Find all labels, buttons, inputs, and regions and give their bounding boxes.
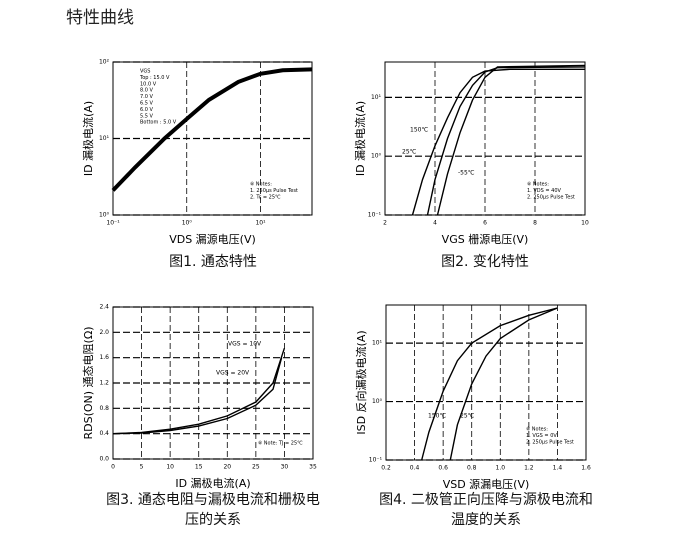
curve-label: VGS = 20V (216, 370, 250, 377)
y-tick-label: 10⁰ (371, 153, 382, 160)
y-tick-label: 0.0 (99, 456, 109, 463)
y-tick-label: 10¹ (371, 94, 382, 101)
annotation: 1. VDS = 40V (527, 188, 562, 194)
x-tick-label: 1.2 (524, 465, 534, 472)
x-tick-label: 8 (533, 220, 537, 227)
x-tick-label: 10¹ (255, 220, 266, 227)
annotation: 6.0 V (140, 107, 154, 113)
x-tick-label: 35 (309, 464, 317, 471)
x-tick-label: 10⁻¹ (106, 220, 120, 227)
y-tick-label: 10⁰ (372, 398, 383, 405)
curve-label: -55℃ (458, 170, 475, 177)
annotation: 2. 250μs Pulse Test (526, 440, 574, 446)
curve (112, 357, 283, 435)
caption: 图4. 二极管正向压降与源极电流和温度的关系 (379, 492, 593, 528)
annotation: VGS (140, 69, 150, 75)
y-tick-label: 10¹ (372, 340, 383, 347)
y-tick-label: 10⁻¹ (368, 212, 382, 219)
annotation: 7.0 V (140, 94, 154, 100)
curve-label: 150℃ (410, 127, 428, 134)
curve (411, 68, 585, 216)
annotation: 1. VGS = 0V (526, 433, 557, 439)
y-tick-label: 1.2 (99, 380, 109, 387)
x-tick-label: 1.4 (553, 465, 563, 472)
y-tick-label: 1.6 (99, 354, 109, 361)
y-tick-label: 2.4 (99, 304, 109, 311)
curve (436, 64, 586, 216)
x-tick-label: 0.2 (381, 465, 391, 472)
x-tick-label: 4 (433, 220, 437, 227)
x-tick-label: 0.8 (467, 465, 477, 472)
x-axis-label: VSD 源漏电压(V) (443, 477, 530, 491)
annotation: 2. 250μs Pulse Test (527, 195, 575, 201)
annotation: ※ Notes: (526, 427, 548, 433)
x-tick-label: 15 (195, 464, 203, 471)
curve-label: 150℃ (428, 413, 446, 420)
x-tick-label: 0.4 (410, 465, 420, 472)
annotation: 1. 250μs Pulse Test (250, 188, 298, 194)
y-tick-label: 0.4 (99, 430, 109, 437)
page-title: 特性曲线 (66, 8, 134, 28)
x-tick-label: 30 (281, 464, 289, 471)
annotation: 2. Tc = 25℃ (250, 195, 281, 201)
x-tick-label: 10⁰ (182, 220, 193, 227)
curve (426, 66, 586, 216)
caption: 图1. 通态特性 (169, 254, 257, 270)
x-tick-label: 10 (166, 464, 174, 471)
curve-label: VGS = 10V (228, 341, 262, 348)
annotation: 8.0 V (140, 88, 154, 94)
curve (112, 347, 286, 435)
y-axis-label: RDS(ON) 通态电阻(Ω) (82, 326, 95, 439)
y-tick-label: 10⁰ (99, 212, 110, 219)
y-tick-label: 10⁻¹ (369, 457, 383, 464)
annotation: 10.0 V (140, 81, 157, 87)
x-tick-label: 10 (581, 220, 589, 227)
y-axis-label: ISD 反向漏极电流(A) (354, 330, 368, 434)
x-axis-label: VGS 栅源电压(V) (442, 232, 529, 246)
x-tick-label: 6 (483, 220, 487, 227)
annotation: 5.5 V (140, 113, 154, 119)
y-tick-label: 2.0 (99, 329, 109, 336)
curve-label: 25℃ (402, 149, 417, 156)
y-tick-label: 10² (99, 59, 110, 66)
curve-label: 25℃ (460, 413, 475, 420)
x-axis-label: VDS 漏源电压(V) (169, 232, 256, 246)
y-tick-label: 10¹ (99, 135, 110, 142)
x-tick-label: 25 (252, 464, 260, 471)
annotation: Bottom : 5.0 V (140, 120, 177, 126)
x-tick-label: 1.6 (581, 465, 591, 472)
y-tick-label: 0.8 (99, 405, 109, 412)
curve (449, 307, 558, 461)
caption: 图2. 变化特性 (441, 254, 529, 270)
x-tick-label: 2 (383, 220, 387, 227)
annotation: ※ Notes: (527, 182, 549, 188)
x-tick-label: 1.0 (496, 465, 506, 472)
x-tick-label: 0 (111, 464, 115, 471)
x-tick-label: 20 (223, 464, 231, 471)
y-axis-label: ID 漏极电流(A) (81, 101, 95, 176)
caption: 图3. 通态电阻与漏极电流和栅极电压的关系 (106, 492, 320, 528)
y-axis-label: ID 漏极电流(A) (353, 101, 367, 176)
x-tick-label: 5 (140, 464, 144, 471)
curve (421, 307, 558, 461)
x-axis-label: ID 漏极电流(A) (175, 476, 250, 490)
annotation: ※ Note: TJ = 25℃ (258, 441, 303, 447)
x-tick-label: 0.6 (438, 465, 448, 472)
annotation: 6.5 V (140, 101, 154, 107)
annotation: Top : 15.0 V (139, 75, 170, 81)
curve (111, 67, 313, 192)
annotation: ※ Notes: (250, 182, 272, 188)
